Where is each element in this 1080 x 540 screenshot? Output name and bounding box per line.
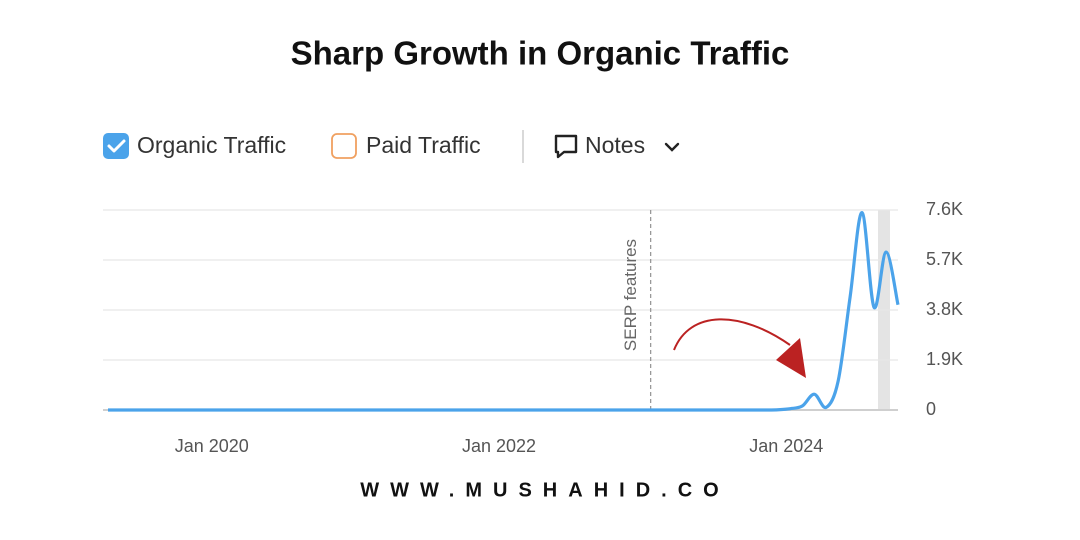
y-tick-label: 3.8K	[926, 299, 963, 319]
checkmark	[107, 139, 126, 153]
arrow	[673, 318, 791, 351]
y-tick-label: 7.6K	[926, 199, 963, 219]
footer: WWW.MUSHAHID.CO	[360, 479, 729, 501]
legend-label[interactable]: Organic Traffic	[137, 132, 286, 158]
y-tick-label: 1.9K	[926, 349, 963, 369]
legend-label[interactable]: Paid Traffic	[366, 132, 481, 158]
chart-title: Sharp Growth in Organic Traffic	[291, 35, 790, 72]
annotation-label: SERP features	[621, 239, 640, 351]
y-tick-label: 5.7K	[926, 249, 963, 269]
legend-checkbox[interactable]	[331, 133, 357, 159]
legend-checkbox[interactable]	[103, 133, 129, 159]
legend: Organic Traffic Paid Traffic Notes	[103, 130, 680, 163]
arrow-head	[776, 338, 806, 378]
series-line	[108, 211, 900, 412]
x-tick-label: Jan 2022	[462, 436, 536, 456]
x-tick-label: Jan 2024	[749, 436, 823, 456]
y-tick-label: 0	[926, 399, 936, 419]
notes-icon[interactable]	[554, 134, 578, 159]
dropdown-chevron[interactable]	[664, 142, 680, 152]
x-tick-label: Jan 2020	[175, 436, 249, 456]
notes-button[interactable]: Notes	[585, 132, 645, 158]
